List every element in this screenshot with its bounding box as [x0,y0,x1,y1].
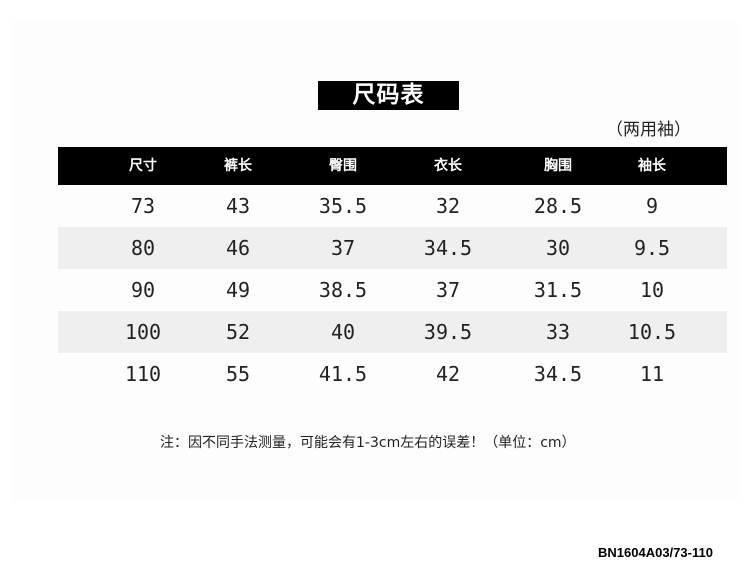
table-cell: 35.5 [318,194,368,218]
table-cell: 73 [130,194,156,218]
table-cell: 49 [225,278,251,302]
table-cell: 10.5 [627,320,677,344]
page-title: 尺码表 [318,81,459,110]
table-cell: 34.5 [423,236,473,260]
table-cell: 52 [225,320,251,344]
header-pants-length: 裤长 [224,158,252,174]
header-hip: 臀围 [329,158,357,174]
table-cell: 9 [645,194,659,218]
table-cell: 55 [225,362,251,386]
size-table: 尺寸 裤长 臀围 衣长 胸围 袖长 73 43 35.5 32 28.5 9 80 46 37 3… [58,147,727,395]
table-cell: 41.5 [318,362,368,386]
table-cell: 110 [124,362,162,386]
measurement-note: 注：因不同手法测量，可能会有1-3cm左右的误差！（单位：cm） [160,435,576,451]
sleeve-type-label: （两用袖） [606,120,691,140]
header-sleeve-length: 袖长 [638,158,666,174]
table-cell: 33 [545,320,571,344]
table-cell: 39.5 [423,320,473,344]
table-row: 90 49 38.5 37 31.5 10 [58,269,727,311]
table-cell: 37 [435,278,461,302]
table-cell: 40 [330,320,356,344]
table-cell: 38.5 [318,278,368,302]
table-header: 尺寸 裤长 臀围 衣长 胸围 袖长 [58,147,727,185]
table-cell: 31.5 [533,278,583,302]
table-cell: 42 [435,362,461,386]
header-size: 尺寸 [129,158,157,174]
table-row: 80 46 37 34.5 30 9.5 [58,227,727,269]
header-top-length: 衣长 [434,158,462,174]
table-cell: 9.5 [633,236,671,260]
table-cell: 100 [124,320,162,344]
table-row: 100 52 40 39.5 33 10.5 [58,311,727,353]
table-cell: 37 [330,236,356,260]
table-row: 73 43 35.5 32 28.5 9 [58,185,727,227]
table-cell: 30 [545,236,571,260]
table-cell: 10 [639,278,665,302]
header-chest: 胸围 [544,158,572,174]
table-cell: 34.5 [533,362,583,386]
table-cell: 43 [225,194,251,218]
table-cell: 46 [225,236,251,260]
table-cell: 28.5 [533,194,583,218]
table-row: 110 55 41.5 42 34.5 11 [58,353,727,395]
table-cell: 80 [130,236,156,260]
table-cell: 32 [435,194,461,218]
table-cell: 90 [130,278,156,302]
table-cell: 11 [639,362,665,386]
product-code: BN1604A03/73-110 [598,545,713,560]
